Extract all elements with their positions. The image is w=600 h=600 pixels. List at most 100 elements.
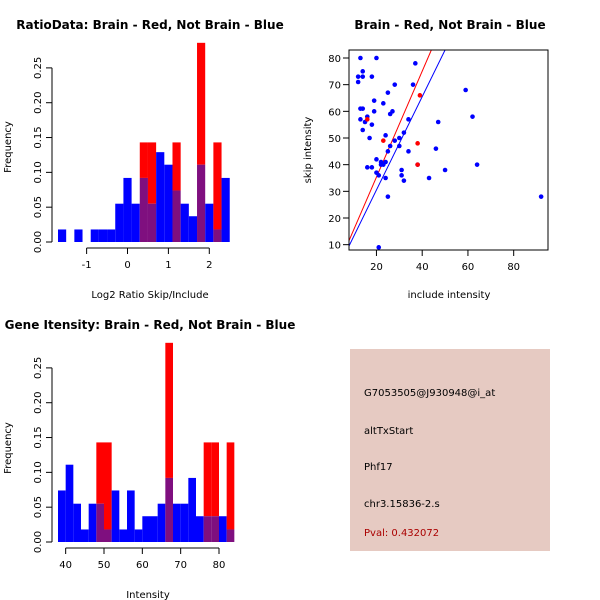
ratio-bar-overlap: [197, 164, 206, 242]
gene-x-tick-label: 70: [174, 560, 187, 571]
gene-bar-not-brain: [173, 503, 181, 542]
scatter-point-not-brain: [383, 159, 388, 165]
scatter-point-not-brain: [374, 157, 379, 162]
scatter-point-not-brain: [383, 175, 388, 181]
ratio-x-tick-label: 1: [165, 260, 171, 271]
gene-bar-brain: [96, 442, 104, 504]
ratio-y-tick-label: 0.00: [33, 231, 44, 253]
scatter-y-tick-label: 80: [328, 54, 341, 65]
gene-x-tick-label: 50: [98, 560, 111, 571]
gene-bar-not-brain: [134, 529, 143, 542]
ratio-bar-not-brain: [107, 229, 116, 242]
info-event-type: altTxStart: [364, 426, 413, 437]
scatter-point-not-brain: [358, 55, 363, 61]
ratio-bar-overlap: [213, 229, 222, 242]
gene-bar-not-brain: [180, 503, 189, 542]
ratio-bar-brain: [172, 142, 181, 191]
ratio-bar-not-brain: [115, 203, 124, 242]
scatter-point-not-brain: [399, 173, 404, 178]
scatter-fit-line-not-brain: [349, 50, 446, 247]
scatter-point-not-brain: [355, 74, 361, 79]
ratio-chart-title: RatioData: Brain - Red, Not Brain - Blue: [16, 18, 283, 32]
ratio-x-tick-label: -1: [82, 260, 92, 271]
gene-bar-not-brain: [142, 516, 150, 542]
scatter-x-tick-label: 60: [462, 262, 475, 273]
scatter-point-not-brain: [358, 117, 363, 122]
scatter-x-tick-label: 80: [507, 262, 520, 273]
ratio-bar-not-brain: [205, 203, 214, 242]
scatter-point-not-brain: [369, 165, 375, 170]
gene-bar-not-brain: [196, 516, 204, 542]
scatter-point-not-brain: [360, 74, 366, 79]
gene-x-tick-label: 60: [136, 560, 149, 571]
ratio-x-tick-label: 0: [124, 260, 130, 271]
gene-bar-overlap: [165, 477, 173, 542]
scatter-point-not-brain: [374, 55, 379, 61]
ratio-bar-not-brain: [123, 177, 132, 242]
scatter-clip-group: [349, 50, 544, 250]
scatter-point-not-brain: [401, 178, 407, 183]
gene-y-tick-label: 0.00: [33, 531, 44, 553]
scatter-y-axis-label: skip intensity: [303, 117, 314, 184]
scatter-y-tick-label: 60: [328, 107, 341, 118]
info-background: [350, 349, 550, 551]
gene-bar-not-brain: [119, 529, 127, 542]
scatter-point-brain: [381, 138, 386, 143]
gene-bar-not-brain: [88, 503, 97, 542]
info-pval: Pval: 0.432072: [364, 528, 439, 539]
gene-axes: 40 50 60 70 80 0.00 0.05 0.10 0.15 0.20 0.25: [33, 357, 225, 571]
scatter-point-not-brain: [385, 194, 391, 199]
ratio-bar-not-brain: [188, 216, 198, 242]
scatter-point-not-brain: [435, 119, 441, 125]
gene-y-tick-label: 0.20: [33, 392, 44, 414]
scatter-y-tick-label: 10: [328, 241, 341, 252]
ratio-bar-overlap: [172, 190, 181, 242]
ratio-bar-not-brain: [221, 177, 230, 242]
gene-bar-not-brain: [188, 477, 196, 542]
scatter-point-not-brain: [406, 117, 411, 122]
ratio-bar-not-brain: [90, 229, 99, 242]
ratio-bar-not-brain: [164, 164, 173, 242]
scatter-y-tick-label: 30: [328, 187, 341, 198]
gene-x-tick-label: 80: [213, 560, 226, 571]
scatter-point-not-brain: [383, 133, 388, 138]
scatter-point-not-brain: [474, 162, 480, 167]
gene-bar-not-brain: [65, 464, 74, 542]
scatter-chart-title: Brain - Red, Not Brain - Blue: [354, 18, 545, 32]
gene-bar-not-brain: [81, 529, 89, 542]
info-probe-id: G7053505@J930948@i_at: [364, 388, 495, 399]
gene-bar-not-brain: [219, 516, 227, 542]
gene-y-axis-label: Frequency: [3, 422, 14, 474]
scatter-point-not-brain: [392, 138, 398, 143]
scatter-y-tick-label: 40: [328, 161, 341, 172]
scatter-y-tick-label: 70: [328, 81, 341, 92]
ratio-y-tick-label: 0.10: [33, 161, 44, 183]
ratio-bar-not-brain: [180, 203, 189, 242]
scatter-point-not-brain: [401, 130, 407, 135]
scatter-point-brain: [415, 141, 420, 146]
info-location: chr3.15836-2.s: [364, 499, 440, 510]
gene-bar-brain: [226, 442, 235, 530]
ratio-y-tick-label: 0.25: [33, 57, 44, 79]
gene-y-tick-label: 0.25: [33, 357, 44, 379]
ratio-bar-not-brain: [131, 203, 140, 242]
scatter-point-not-brain: [367, 135, 372, 141]
gene-bar-not-brain: [73, 503, 81, 542]
scatter-plot-frame: [348, 49, 549, 251]
scatter-point-not-brain: [371, 109, 377, 114]
scatter-x-axis-label: include intensity: [408, 290, 491, 301]
gene-bar-not-brain: [111, 490, 120, 542]
scatter-point-not-brain: [364, 165, 370, 170]
ratio-bar-not-brain: [98, 229, 108, 242]
gene-bar-overlap: [226, 529, 235, 542]
scatter-point-not-brain: [433, 146, 439, 151]
scatter-point-not-brain: [406, 149, 411, 154]
gene-bars: [58, 342, 235, 542]
scatter-point-not-brain: [387, 143, 393, 149]
scatter-y-tick-label: 50: [328, 134, 341, 145]
ratio-bar-overlap: [139, 177, 148, 242]
scatter-point-not-brain: [399, 167, 404, 173]
gene-y-tick-label: 0.10: [33, 461, 44, 483]
scatter-x-tick-label: 40: [416, 262, 429, 273]
